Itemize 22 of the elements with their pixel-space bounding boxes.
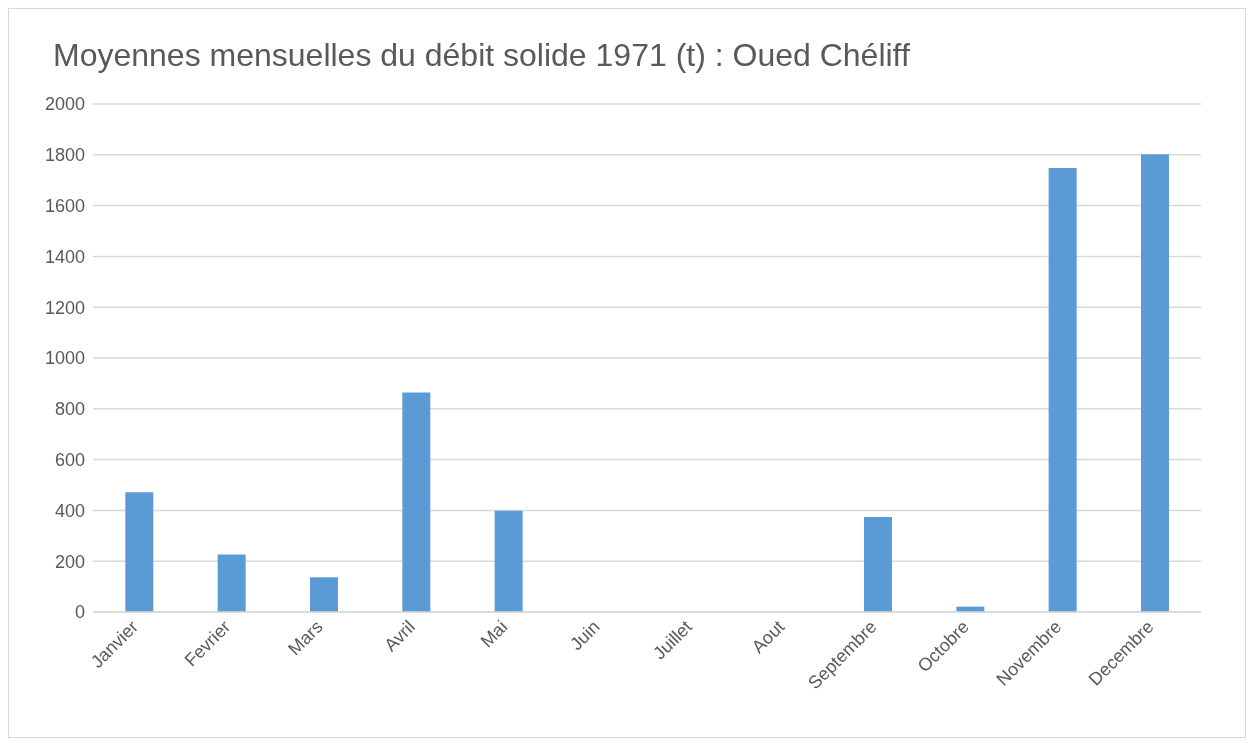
bar xyxy=(309,577,338,612)
y-tick-label: 1400 xyxy=(44,246,85,267)
chart-title: Moyennes mensuelles du débit solide 1971 (t) : Oued Chéliff xyxy=(53,37,910,74)
bar xyxy=(494,510,523,612)
y-tick-label: 1000 xyxy=(44,348,85,369)
bar xyxy=(125,492,154,612)
y-tick-label: 400 xyxy=(54,500,85,521)
y-tick-label: 1200 xyxy=(44,297,85,318)
x-tick-label: Juin xyxy=(566,616,604,655)
x-tick-label: Mai xyxy=(476,616,512,652)
bar xyxy=(863,517,892,612)
y-tick-label: 1600 xyxy=(44,195,85,216)
y-tick-label: 200 xyxy=(54,551,85,572)
y-tick-label: 600 xyxy=(54,449,85,470)
y-tick-label: 1800 xyxy=(44,145,85,166)
bar xyxy=(402,392,431,612)
bar xyxy=(217,554,246,612)
bar xyxy=(1140,154,1169,612)
y-tick-label: 2000 xyxy=(44,94,85,115)
bar xyxy=(1048,168,1077,612)
y-tick-label: 800 xyxy=(54,399,85,420)
y-tick-label: 0 xyxy=(74,602,85,623)
